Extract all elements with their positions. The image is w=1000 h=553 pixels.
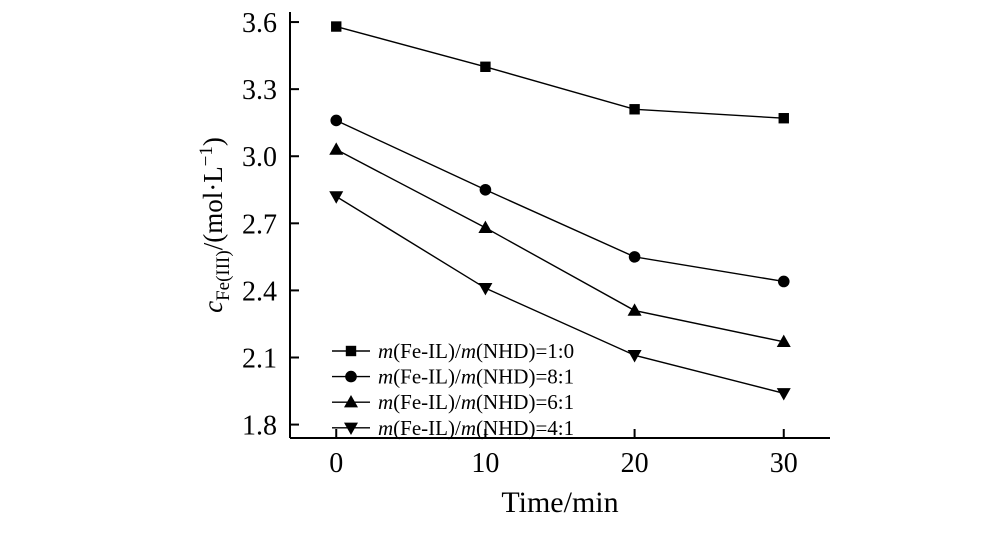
y-tick-label: 1.8 bbox=[242, 411, 277, 442]
square-marker-icon bbox=[778, 113, 789, 124]
legend-label: m(Fe-IL)/m(NHD)=4:1 bbox=[378, 416, 574, 440]
y-tick-label: 2.4 bbox=[242, 276, 277, 307]
square-marker-icon bbox=[480, 61, 491, 72]
triangle-up-marker-icon bbox=[627, 303, 642, 316]
circle-marker-icon bbox=[628, 251, 641, 263]
series-square bbox=[331, 21, 789, 124]
y-tick-label: 2.7 bbox=[242, 209, 277, 240]
circle-marker-icon bbox=[330, 114, 343, 127]
triangle-down-marker-icon bbox=[344, 422, 358, 435]
legend: m(Fe-IL)/m(NHD)=1:0m(Fe-IL)/m(NHD)=8:1m(… bbox=[332, 339, 574, 440]
x-axis-title: Time/min bbox=[501, 486, 618, 519]
square-marker-icon bbox=[629, 104, 640, 115]
triangle-down-marker-icon bbox=[478, 282, 493, 296]
triangle-up-marker-icon bbox=[478, 220, 493, 233]
circle-marker-icon bbox=[479, 183, 492, 196]
triangle-down-marker-icon bbox=[627, 350, 642, 363]
triangle-up-marker-icon bbox=[329, 142, 344, 155]
triangle-down-marker-icon bbox=[776, 388, 791, 401]
y-tick-label: 2.1 bbox=[242, 343, 277, 374]
circle-marker-icon bbox=[777, 275, 790, 288]
square-marker-icon bbox=[331, 21, 342, 32]
triangle-up-marker-icon bbox=[776, 334, 791, 348]
square-marker-icon bbox=[345, 345, 357, 357]
x-tick-label: 30 bbox=[770, 448, 798, 479]
series-triangle-down bbox=[329, 191, 791, 401]
circle-marker-icon bbox=[345, 370, 357, 383]
series-triangle-up bbox=[329, 142, 791, 348]
series-circle bbox=[330, 114, 790, 288]
legend-label: m(Fe-IL)/m(NHD)=1:0 bbox=[378, 339, 574, 363]
x-tick-label: 10 bbox=[471, 448, 499, 479]
x-tick-label: 20 bbox=[621, 448, 649, 479]
y-axis-title: cFe(III)/(mol·L−1) bbox=[196, 137, 234, 313]
triangle-up-marker-icon bbox=[344, 395, 358, 408]
series-line bbox=[335, 119, 784, 283]
series-line bbox=[335, 195, 784, 394]
y-tick-label: 3.0 bbox=[242, 142, 277, 173]
series-line bbox=[336, 25, 784, 119]
series-line bbox=[335, 148, 784, 343]
legend-label: m(Fe-IL)/m(NHD)=6:1 bbox=[378, 390, 574, 414]
x-tick-label: 0 bbox=[329, 448, 343, 479]
legend-label: m(Fe-IL)/m(NHD)=8:1 bbox=[378, 365, 574, 389]
y-tick-label: 3.6 bbox=[242, 8, 277, 39]
triangle-down-marker-icon bbox=[329, 191, 344, 204]
y-tick-label: 3.3 bbox=[242, 75, 277, 106]
